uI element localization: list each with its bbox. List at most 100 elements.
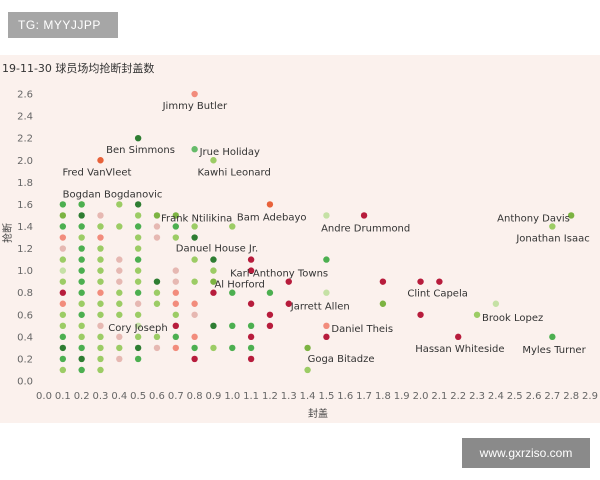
labeled-data-point [210, 278, 217, 285]
y-tick-label: 1.2 [17, 244, 33, 255]
data-point [191, 311, 198, 318]
labeled-data-point [191, 90, 198, 98]
data-point [191, 278, 198, 285]
tg-badge: TG: MYYJJPP [8, 12, 118, 38]
data-point [379, 300, 387, 307]
data-point [59, 300, 67, 307]
data-point [229, 344, 236, 352]
data-point [210, 322, 217, 330]
point-label: Ben Simmons [106, 145, 175, 156]
data-point [97, 212, 104, 219]
y-tick-label: 1.4 [17, 222, 33, 233]
data-point [134, 223, 142, 230]
data-point [229, 322, 236, 330]
data-point [97, 289, 104, 296]
data-point [172, 278, 179, 285]
data-point [78, 355, 85, 363]
data-point [323, 289, 330, 296]
chart-point-labels: Jimmy Butler Ben Simmons Jrue Holiday Fred … [62, 101, 589, 365]
data-point [134, 311, 142, 318]
point-label: Bam Adebayo [237, 212, 307, 223]
data-point [116, 201, 123, 208]
point-label: Jrue Holiday [199, 147, 260, 158]
data-point [116, 355, 123, 363]
labeled-data-point [285, 300, 292, 307]
point-label: Karl-Anthony Towns [230, 269, 328, 280]
data-point [116, 256, 123, 263]
x-tick-label: 1.2 [262, 391, 278, 402]
point-label: Al Horford [214, 280, 264, 291]
labeled-data-point [116, 311, 123, 318]
data-point [323, 333, 330, 341]
data-point [323, 256, 330, 263]
data-point [417, 311, 424, 318]
data-point [78, 289, 85, 296]
data-point [153, 278, 161, 285]
point-label: Danuel House Jr. [176, 244, 258, 255]
data-point [134, 278, 142, 285]
data-point [59, 355, 67, 363]
x-tick-label: 1.8 [375, 391, 391, 402]
data-point [134, 256, 142, 263]
data-point [266, 322, 274, 330]
x-tick-label: 0.0 [36, 391, 52, 402]
data-point [59, 256, 67, 263]
data-point [266, 311, 274, 318]
labeled-data-point [191, 146, 198, 153]
point-label: Fred VanVleet [62, 167, 131, 178]
y-tick-label: 2.4 [17, 112, 33, 123]
data-point [191, 355, 198, 363]
data-point [247, 322, 255, 330]
data-point [134, 201, 142, 208]
labeled-data-point [97, 157, 104, 164]
point-label: Myles Turner [522, 345, 586, 356]
x-tick-label: 1.1 [243, 391, 259, 402]
x-tick-label: 2.8 [563, 391, 579, 402]
y-tick-label: 2.0 [17, 156, 33, 167]
point-label: Hassan Whiteside [415, 344, 504, 355]
data-point [134, 300, 142, 307]
chart-marks [59, 90, 575, 374]
data-point [59, 278, 67, 285]
data-point [379, 278, 387, 285]
x-tick-label: 2.4 [488, 391, 504, 402]
data-point [59, 245, 67, 252]
labeled-data-point [304, 344, 311, 352]
labeled-data-point [455, 333, 462, 341]
x-tick-label: 0.1 [55, 391, 71, 402]
data-point [78, 366, 85, 374]
data-point [59, 366, 67, 374]
point-label: Goga Bitadze [308, 354, 375, 365]
x-tick-label: 2.9 [582, 391, 598, 402]
point-label: Frank Ntilikina [161, 213, 232, 224]
data-point [59, 223, 67, 230]
data-point [78, 234, 85, 241]
point-label: Andre Drummond [321, 223, 410, 234]
data-point [97, 322, 104, 330]
data-point [97, 355, 104, 363]
x-tick-label: 1.5 [318, 391, 334, 402]
data-point [78, 311, 85, 318]
x-tick-label: 2.6 [526, 391, 542, 402]
data-point [97, 300, 104, 307]
data-point [97, 256, 104, 263]
x-tick-label: 0.9 [205, 391, 221, 402]
labeled-data-point [266, 201, 274, 208]
data-point [78, 322, 85, 330]
data-point [59, 267, 67, 274]
x-tick-label: 1.3 [281, 391, 297, 402]
y-tick-label: 0.4 [17, 332, 33, 343]
data-point [97, 223, 104, 230]
labeled-data-point [210, 157, 217, 164]
y-tick-label: 1.8 [17, 178, 33, 189]
data-point [97, 245, 104, 252]
labeled-data-point [247, 267, 255, 274]
data-point [153, 234, 161, 241]
y-tick-label: 0.2 [17, 354, 33, 365]
data-point [116, 289, 123, 296]
data-point [191, 300, 198, 307]
point-label: Cory Joseph [108, 323, 167, 334]
x-tick-label: 0.4 [111, 391, 127, 402]
data-point [285, 278, 292, 285]
point-label: Kawhi Leonard [197, 167, 270, 178]
